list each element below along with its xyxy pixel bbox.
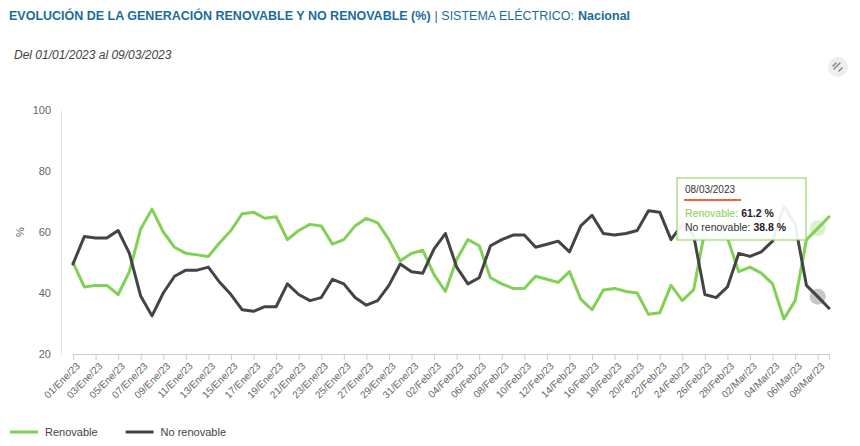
title: EVOLUCIÓN DE LA GENERACIÓN RENOVABLE Y N… [9,8,431,23]
x-tick-mark [118,354,119,360]
x-tick-mark [682,354,683,360]
y-tick-label: 80 [39,165,51,177]
x-tick-mark [141,354,142,360]
x-tick-label: 08/Mar/23 [787,360,827,400]
legend-swatch [10,431,38,434]
x-tick-mark [569,354,570,360]
x-tick-mark [389,354,390,360]
y-tick: 100 [33,104,61,116]
link-icon-bg [828,57,848,77]
y-tick-label: 100 [33,104,51,116]
tooltip: 08/03/2023 Renovable:61.2 % No renovable:3… [677,178,806,240]
hover-point [810,220,826,236]
tooltip-label: No renovable: [685,221,750,233]
y-axis: 20 40 60 80 100 [33,104,62,360]
x-tick-mark [434,354,435,360]
x-tick-mark [795,354,796,360]
x-tick-mark [502,354,503,360]
system-value: Nacional [578,9,630,23]
y-tick: 80 [39,165,61,177]
x-tick-mark [96,354,97,360]
x-tick-mark [479,354,480,360]
x-tick-mark [186,354,187,360]
x-tick-mark [727,354,728,360]
x-tick-mark [321,354,322,360]
y-tick-label: 60 [39,226,51,238]
hover-point [810,289,826,305]
tooltip-value: 38.8 % [753,221,786,233]
x-tick-mark [73,354,74,360]
x-tick-mark [818,354,819,360]
x-tick-mark [254,354,255,360]
x-tick-mark [299,354,300,360]
x-tick-mark [592,354,593,360]
y-axis-line [61,111,62,355]
x-axis: 01/Ene/2303/Ene/2305/Ene/2307/Ene/2309/E… [42,354,830,400]
system-label: | SISTEMA ELÉCTRICO: [435,8,574,23]
legend-swatch [126,431,154,434]
x-tick: 08/Mar/23 [787,354,827,400]
y-tick: 40 [39,287,61,299]
y-axis-title: % [14,227,26,237]
y-tick: 20 [39,348,61,360]
x-tick-mark [615,354,616,360]
subtitle: Del 01/01/2023 al 09/03/2023 [14,48,172,62]
legend-entry: No renovable [126,426,226,438]
title-line: EVOLUCIÓN DE LA GENERACIÓN RENOVABLE Y N… [9,8,630,23]
x-tick-mark [773,354,774,360]
x-tick-mark [276,354,277,360]
x-tick-mark [547,354,548,360]
tooltip-underline [684,199,741,201]
y-tick-label: 40 [39,287,51,299]
x-tick-mark [750,354,751,360]
x-tick-mark [366,354,367,360]
x-axis-line [74,355,830,361]
x-tick-mark [524,354,525,360]
x-tick-mark [705,354,706,360]
plot-area [73,206,829,319]
line-series [73,206,829,316]
y-tick-label: 20 [39,348,51,360]
x-tick-mark [660,354,661,360]
link-icon [828,57,848,77]
tooltip-label: Renovable: [685,207,738,219]
x-tick-mark [412,354,413,360]
line-series [73,209,829,319]
x-tick-mark [231,354,232,360]
tooltip-box [677,178,806,240]
x-tick-mark [344,354,345,360]
x-tick-mark [637,354,638,360]
chart: EVOLUCIÓN DE LA GENERACIÓN RENOVABLE Y N… [0,0,860,446]
link-icon-glyph [833,63,842,71]
tooltip-line: Renovable:61.2 % [685,207,774,219]
tooltip-title: 08/03/2023 [685,184,735,195]
legend-label: Renovable [45,426,98,438]
legend-label: No renovable [161,426,226,438]
tooltip-value: 61.2 % [741,207,774,219]
x-tick-mark [163,354,164,360]
x-tick-mark [208,354,209,360]
legend-entry: Renovable [10,426,98,438]
x-tick-mark [457,354,458,360]
y-tick: 60 [39,226,61,238]
tooltip-line: No renovable:38.8 % [685,221,787,233]
legend: Renovable No renovable [10,426,226,438]
